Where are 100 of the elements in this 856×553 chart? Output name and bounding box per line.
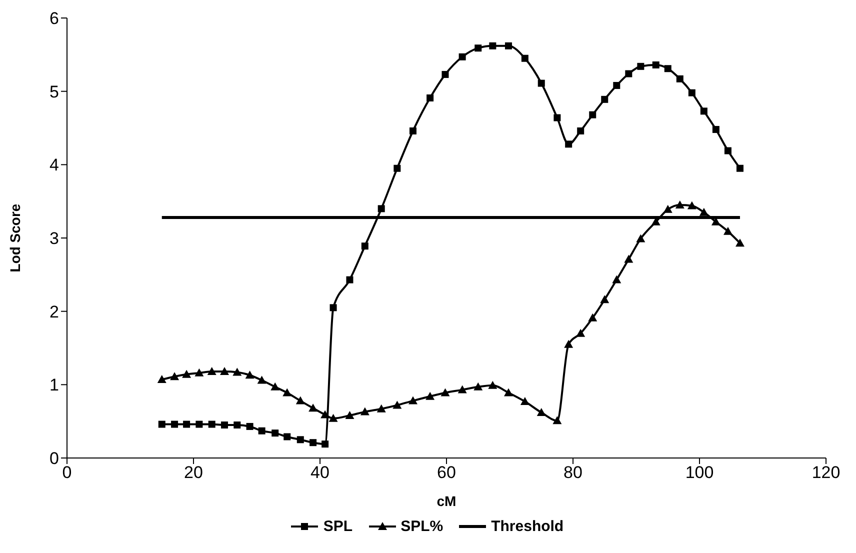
point [723,226,732,235]
point [426,392,435,400]
point [521,54,528,62]
point [564,340,574,348]
point [636,234,646,242]
point [536,408,546,416]
point [308,404,318,412]
y-tick-label: 5 [50,82,59,102]
point [170,372,180,380]
legend-label: Threshold [491,518,564,535]
point [601,96,608,103]
y-tick-label: 4 [50,156,59,175]
point [565,140,572,148]
point [458,53,466,60]
point [346,276,354,284]
point [408,396,418,404]
point [504,42,512,50]
point [699,208,708,216]
x-tick-label: 40 [310,463,330,482]
x-tick-label: 60 [437,463,456,482]
point [577,127,584,134]
point [637,62,644,70]
x-tick-label: 20 [184,463,203,482]
point [426,94,434,102]
point [675,200,684,208]
point [612,275,622,284]
y-tick-label: 6 [50,9,59,28]
point [196,420,203,428]
point [234,422,241,428]
x-tick-label: 0 [62,463,72,482]
point [552,416,562,424]
point [520,397,530,406]
point [735,238,744,247]
y-tick-label: 2 [50,302,59,322]
point [246,422,254,430]
point [345,410,354,419]
point [207,366,216,375]
point [440,388,450,396]
x-tick-label: 100 [685,463,714,482]
point [158,420,166,428]
point [652,61,660,68]
point [663,204,672,213]
point [394,164,401,172]
point [700,108,708,115]
point [272,430,279,437]
point [157,375,166,384]
x-axis-title: cM [436,493,456,509]
y-tick-label: 3 [50,229,59,248]
point [488,380,498,389]
point [724,147,732,154]
point [736,164,744,172]
point [664,65,672,72]
point [588,313,598,322]
point [458,385,467,394]
point [245,370,254,379]
point [320,410,330,418]
point [576,328,586,337]
point [258,427,266,434]
point [504,388,513,396]
point [310,439,317,446]
point [330,304,337,312]
point [282,388,292,396]
y-axis-title: Lod Score [6,204,23,272]
point [442,70,449,78]
point [712,126,720,133]
legend-label: SPL [323,518,353,535]
point [257,376,266,384]
point [625,70,632,78]
point [328,414,338,422]
y-tick-label: 1 [50,376,59,395]
point [220,366,229,375]
point [232,368,242,376]
point [474,382,483,390]
point [284,433,291,440]
point [624,254,634,263]
point [392,400,402,409]
point [613,82,620,89]
point [474,44,482,52]
legend-label: SPL% [400,518,444,535]
point [589,111,596,118]
point [360,407,370,416]
point [270,382,280,390]
point [688,89,696,96]
point [194,368,204,376]
point [554,114,561,122]
point [322,440,329,448]
point [208,420,216,428]
point [296,396,305,404]
point [183,420,190,428]
point [489,42,496,50]
point [296,436,304,444]
point [182,370,192,378]
point [361,242,368,250]
point [409,127,416,134]
point [676,75,684,82]
point [171,420,178,428]
point [378,205,385,212]
point [538,80,545,87]
x-tick-label: 80 [564,463,582,482]
point [376,404,386,412]
